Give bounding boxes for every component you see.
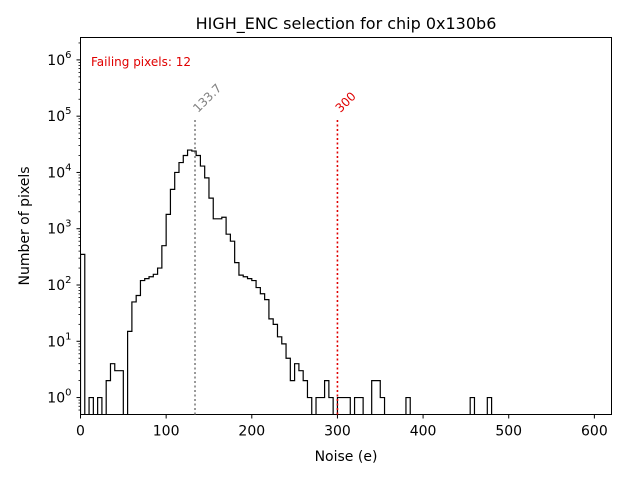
y-tick-label: 105 <box>47 106 71 125</box>
y-tick-label: 100 <box>47 388 71 407</box>
y-tick-label: 101 <box>47 331 71 350</box>
plot-frame <box>80 37 612 415</box>
y-tick-label: 103 <box>47 219 71 238</box>
x-tick-label: 600 <box>581 424 608 440</box>
x-tick-label: 200 <box>238 424 265 440</box>
x-axis-label: Noise (e) <box>315 449 378 465</box>
failing-pixels-annotation: Failing pixels: 12 <box>91 55 191 69</box>
x-tick-label: 400 <box>410 424 437 440</box>
x-tick-label: 500 <box>495 424 522 440</box>
histogram-step-line <box>80 149 493 415</box>
x-tick-label: 100 <box>153 424 180 440</box>
x-tick-label: 300 <box>324 424 351 440</box>
x-tick-label: 0 <box>76 424 85 440</box>
y-tick-label: 106 <box>47 50 71 69</box>
threshold-label: 133.7 <box>190 81 224 115</box>
histogram-marks: 133.7 300 <box>80 81 493 415</box>
y-tick-label: 102 <box>47 275 71 294</box>
axis-ticks: 0 100 200 300 400 500 600 100 101 102 103 104 105 106 <box>47 42 608 440</box>
chart-title: HIGH_ENC selection for chip 0x130b6 <box>196 14 497 34</box>
threshold-label: 300 <box>333 89 359 115</box>
y-axis-label: Number of pixels <box>17 166 33 285</box>
y-tick-label: 104 <box>47 162 71 181</box>
